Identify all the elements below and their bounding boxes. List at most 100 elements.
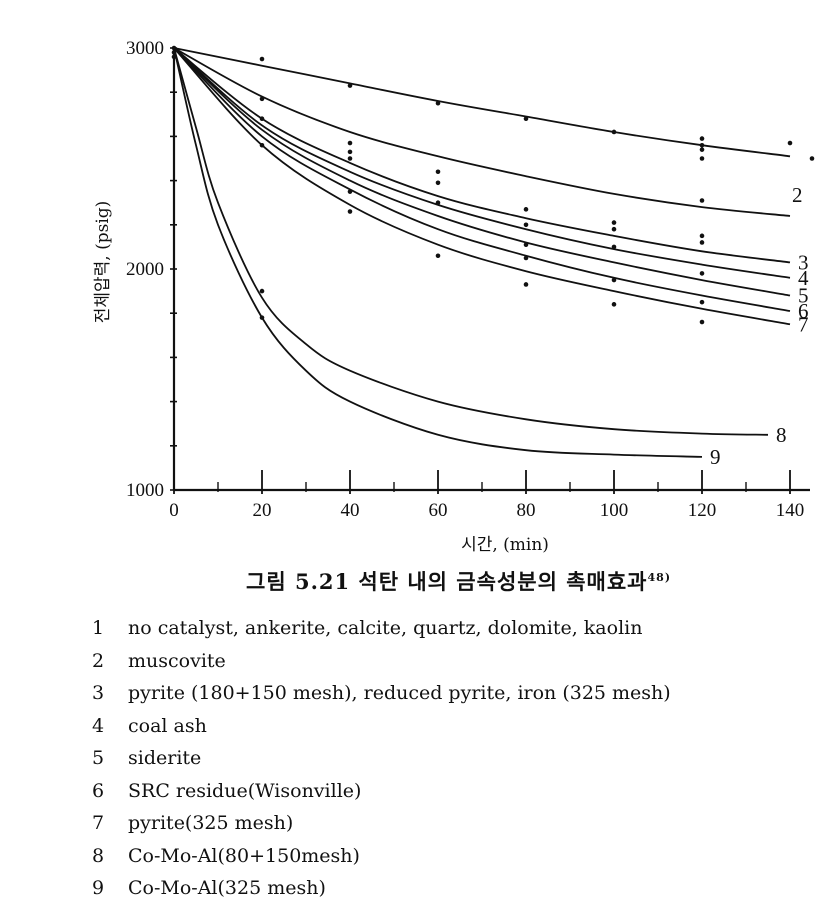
legend-text: Co-Mo-Al(325 mesh)	[128, 877, 326, 899]
caption-reference: 48)	[647, 571, 672, 584]
x-axis-label: 시간, (min)	[461, 535, 549, 555]
x-tick-label: 0	[169, 500, 179, 521]
y-axis-label: 전체압력, (psig)	[93, 201, 113, 324]
x-tick-label: 20	[253, 500, 272, 521]
pressure-time-chart: 1000 2000 3000 0 20 40 60 80 100 120 140 시간, (min) 전…	[93, 38, 815, 555]
data-point	[523, 116, 529, 122]
curve-label-6: 6	[798, 299, 809, 323]
data-point	[699, 299, 705, 305]
legend-item: 7 pyrite(325 mesh)	[92, 807, 671, 840]
data-point	[809, 156, 815, 161]
data-point	[699, 142, 705, 148]
legend-text: SRC residue(Wisonville)	[128, 779, 362, 802]
legend-text: pyrite (180+150 mesh), reduced pyrite, i…	[128, 682, 671, 704]
legend-item: 5 siderite	[92, 742, 671, 775]
data-points	[171, 45, 815, 325]
curve-7	[173, 47, 791, 326]
data-point	[699, 233, 705, 239]
data-point	[699, 198, 705, 203]
data-point	[347, 209, 353, 214]
data-point	[699, 271, 705, 276]
y-tick-label: 2000	[126, 259, 164, 280]
data-point	[699, 147, 705, 152]
legend-text: coal ash	[128, 714, 207, 737]
legend-number: 1	[92, 617, 105, 639]
x-tick-label: 80	[517, 500, 536, 521]
legend-item: 8 Co-Mo-Al(80+150mesh)	[92, 840, 671, 873]
x-tick-label: 120	[688, 500, 717, 521]
data-point	[699, 319, 705, 325]
legend-text: no catalyst, ankerite, calcite, quartz, …	[128, 617, 643, 639]
data-point	[699, 156, 705, 161]
data-point	[435, 253, 441, 259]
axes: 1000 2000 3000 0 20 40 60 80 100 120 140 시간, (min) 전…	[93, 38, 810, 555]
data-point	[523, 282, 529, 287]
curves	[173, 47, 791, 458]
legend-list: 1 no catalyst, ankerite, calcite, quartz,…	[92, 612, 671, 905]
data-point	[611, 277, 617, 283]
data-point	[259, 142, 265, 148]
data-point	[611, 220, 617, 225]
curve-4	[173, 47, 791, 279]
curve-label-5: 5	[798, 284, 809, 308]
legend-item: 1 no catalyst, ankerite, calcite, quartz,…	[92, 612, 671, 645]
data-point	[347, 156, 353, 161]
curve-1	[173, 47, 791, 158]
curve-label-8: 8	[776, 423, 787, 447]
legend-number: 9	[92, 877, 105, 899]
data-point	[171, 45, 177, 51]
x-tick-label: 60	[429, 500, 448, 521]
data-point	[523, 255, 529, 261]
data-point	[347, 149, 353, 155]
x-tick-label: 140	[776, 500, 805, 521]
data-point	[259, 96, 265, 102]
legend-text: Co-Mo-Al(80+150mesh)	[128, 844, 360, 867]
data-point	[259, 288, 265, 294]
data-point	[699, 136, 705, 141]
data-point	[259, 315, 265, 320]
curve-label-3: 3	[798, 250, 809, 274]
data-point	[523, 222, 529, 228]
curve-5	[173, 47, 791, 297]
legend-item: 6 SRC residue(Wisonville)	[92, 775, 671, 808]
legend-number: 2	[92, 649, 105, 672]
data-point	[611, 226, 617, 232]
legend-number: 6	[92, 779, 105, 802]
data-point	[435, 100, 441, 106]
curve-9	[173, 47, 703, 458]
data-point	[611, 302, 617, 307]
data-point	[259, 56, 265, 62]
data-point	[347, 83, 353, 88]
data-point	[523, 207, 529, 212]
legend-text: muscovite	[128, 649, 226, 672]
data-point	[611, 129, 617, 135]
legend-number: 5	[92, 747, 105, 769]
data-point	[787, 140, 793, 146]
curve-label-7: 7	[798, 312, 809, 336]
data-point	[611, 244, 617, 250]
legend-item: 9 Co-Mo-Al(325 mesh)	[92, 872, 671, 905]
legend-text: siderite	[128, 747, 202, 769]
x-tick-label: 40	[341, 500, 360, 521]
legend-item: 4 coal ash	[92, 710, 671, 743]
data-point	[435, 200, 441, 205]
curve-8	[173, 47, 769, 436]
data-point	[259, 116, 265, 122]
data-point	[435, 180, 441, 186]
legend-item: 3 pyrite (180+150 mesh), reduced pyrite, …	[92, 677, 671, 710]
caption-text: 그림 5.21 석탄 내의 금속성분의 촉매효과	[246, 569, 648, 594]
data-point	[171, 54, 177, 60]
curve-label-4: 4	[798, 266, 809, 290]
data-point	[435, 169, 441, 175]
legend-number: 7	[92, 812, 105, 834]
legend-number: 8	[92, 844, 105, 867]
legend-number: 4	[92, 714, 105, 737]
legend-number: 3	[92, 682, 105, 704]
figure-caption: 그림 5.21 석탄 내의 금속성분의 촉매효과48)	[246, 566, 671, 596]
y-tick-label: 3000	[126, 38, 164, 59]
data-point	[523, 242, 529, 247]
y-tick-label: 1000	[126, 480, 164, 501]
data-point	[347, 140, 353, 146]
curve-6	[173, 47, 791, 312]
